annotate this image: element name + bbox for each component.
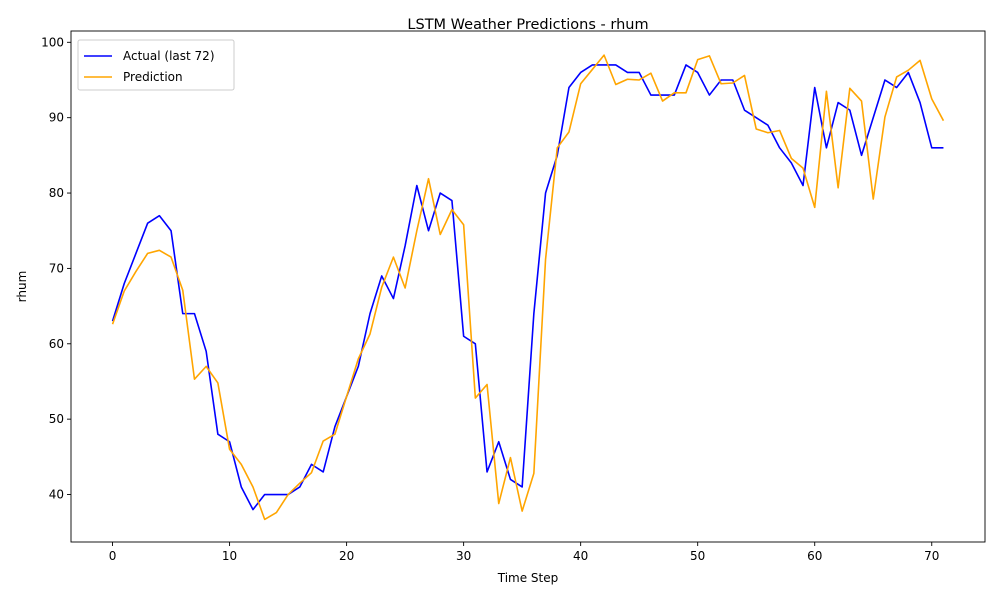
chart-title: LSTM Weather Predictions - rhum: [407, 17, 648, 33]
y-tick-label: 80: [49, 186, 64, 200]
x-tick-label: 60: [807, 549, 822, 563]
y-tick-label: 100: [41, 35, 64, 49]
series-line-prediction: [111, 54, 945, 521]
x-tick-label: 40: [573, 549, 588, 563]
legend-label-prediction: Prediction: [123, 70, 183, 84]
x-tick-label: 70: [924, 549, 939, 563]
x-axis: 0 10 20 30 40 50 60 70: [109, 542, 939, 563]
legend-label-actual: Actual (last 72): [123, 49, 215, 63]
y-axis: 40 50 60 70 80 90 100: [41, 35, 71, 502]
y-tick-label: 50: [49, 412, 64, 426]
y-tick-label: 70: [49, 261, 64, 275]
plot-area: [70, 30, 986, 543]
x-tick-label: 10: [222, 549, 237, 563]
x-axis-label: Time Step: [497, 571, 559, 585]
plot-frame: [70, 30, 986, 543]
y-axis-label: rhum: [15, 271, 29, 303]
legend-box: [77, 39, 235, 91]
x-tick-label: 0: [109, 549, 117, 563]
x-tick-label: 20: [339, 549, 354, 563]
legend: Actual (last 72) Prediction: [77, 39, 235, 91]
series-layer: [111, 54, 945, 521]
y-tick-label: 40: [49, 488, 64, 502]
y-tick-label: 90: [49, 111, 64, 125]
x-tick-label: 30: [456, 549, 471, 563]
x-tick-label: 50: [690, 549, 705, 563]
y-tick-label: 60: [49, 337, 64, 351]
series-line-actual: [111, 64, 944, 511]
